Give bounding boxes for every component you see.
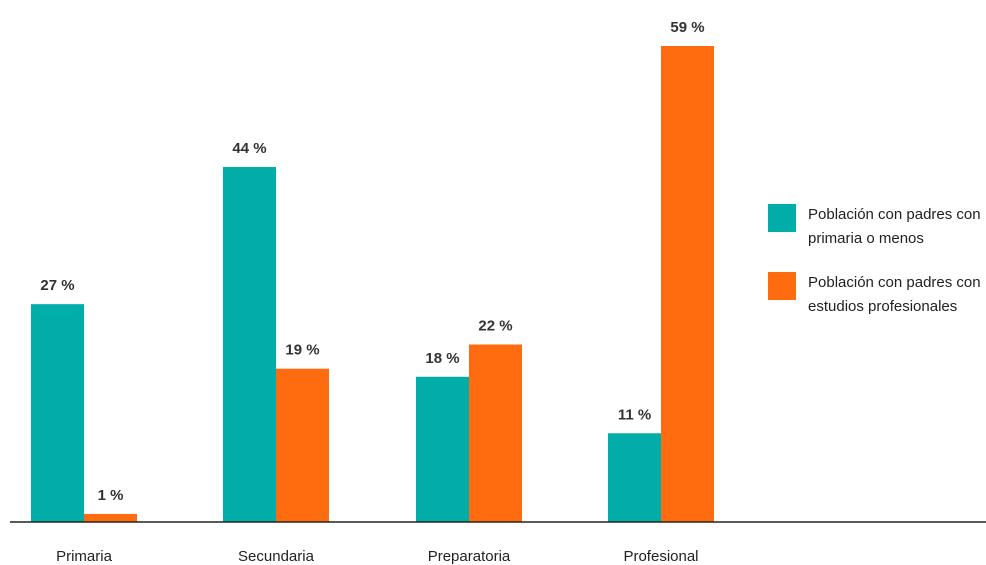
bar-s2-primaria [84,513,137,522]
legend-item-series-1: Población con padres con primaria o meno… [768,203,983,251]
data-label-s1-secundaria: 44 % [232,140,266,157]
x-tick-label-profesional: Profesional [623,548,698,565]
data-label-s1-primaria: 27 % [40,277,74,294]
legend-label-series-1: Población con padres con primaria o meno… [808,206,981,247]
bar-s1-preparatoria [416,376,469,522]
x-tick-labels-group: Primaria Secundaria Preparatoria Profesiona… [56,548,698,565]
legend-swatch-series-2 [768,272,796,300]
data-label-s2-profesional: 59 % [670,19,704,36]
data-label-s2-preparatoria: 22 % [478,318,512,335]
legend-swatch-series-1 [768,204,796,232]
legend-label-series-2: Población con padres con estudios profes… [808,274,981,315]
legend: Población con padres con primaria o meno… [768,203,983,339]
data-label-s2-primaria: 1 % [98,487,124,504]
bar-s2-preparatoria [469,344,522,522]
bar-s2-profesional [661,46,714,522]
x-tick-label-primaria: Primaria [56,548,112,565]
bar-s1-primaria [31,304,84,522]
bar-s1-secundaria [223,167,276,522]
x-tick-label-preparatoria: Preparatoria [428,548,511,565]
x-tick-label-secundaria: Secundaria [238,548,315,565]
bars-group [31,46,714,522]
bar-s2-secundaria [276,368,329,522]
data-label-s1-preparatoria: 18 % [425,350,459,367]
bar-s1-profesional [608,433,661,522]
legend-item-series-2: Población con padres con estudios profes… [768,271,983,319]
data-labels-group: 27 % 44 % 18 % 11 % 1 % 19 % 22 % 59 % [40,19,704,504]
data-label-s1-profesional: 11 % [618,406,651,423]
data-label-s2-secundaria: 19 % [285,342,319,359]
